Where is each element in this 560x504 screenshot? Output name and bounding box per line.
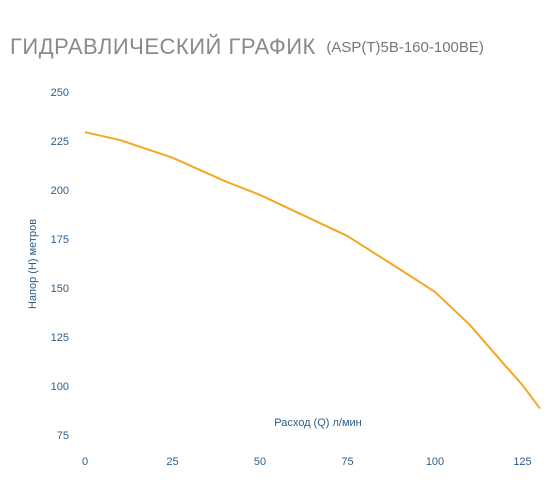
y-tick-label: 250 — [51, 87, 69, 99]
y-tick-label: 125 — [51, 332, 69, 344]
line-series — [84, 131, 541, 410]
chart-title-block: ГИДРАВЛИЧЕСКИЙ ГРАФИК (ASP(T)5B-160-100B… — [10, 34, 484, 59]
x-axis-label: Расход (Q) л/мин — [274, 417, 362, 429]
y-tick-label: 75 — [57, 430, 69, 442]
x-tick-label: 125 — [513, 456, 531, 468]
y-tick-label: 150 — [51, 283, 69, 295]
y-tick-label: 100 — [51, 381, 69, 393]
x-tick-label: 100 — [426, 456, 444, 468]
x-tick-label: 50 — [254, 456, 266, 468]
chart-title: ГИДРАВЛИЧЕСКИЙ ГРАФИК — [10, 34, 316, 59]
x-tick-label: 0 — [82, 456, 88, 468]
y-axis-label: Напор (H) метров — [27, 219, 39, 309]
chart-subtitle: (ASP(T)5B-160-100BE) — [326, 39, 484, 56]
y-tick-label: 175 — [51, 234, 69, 246]
x-tick-label: 75 — [341, 456, 353, 468]
y-tick-label: 225 — [51, 136, 69, 148]
y-tick-label: 200 — [51, 185, 69, 197]
x-tick-label: 25 — [166, 456, 178, 468]
